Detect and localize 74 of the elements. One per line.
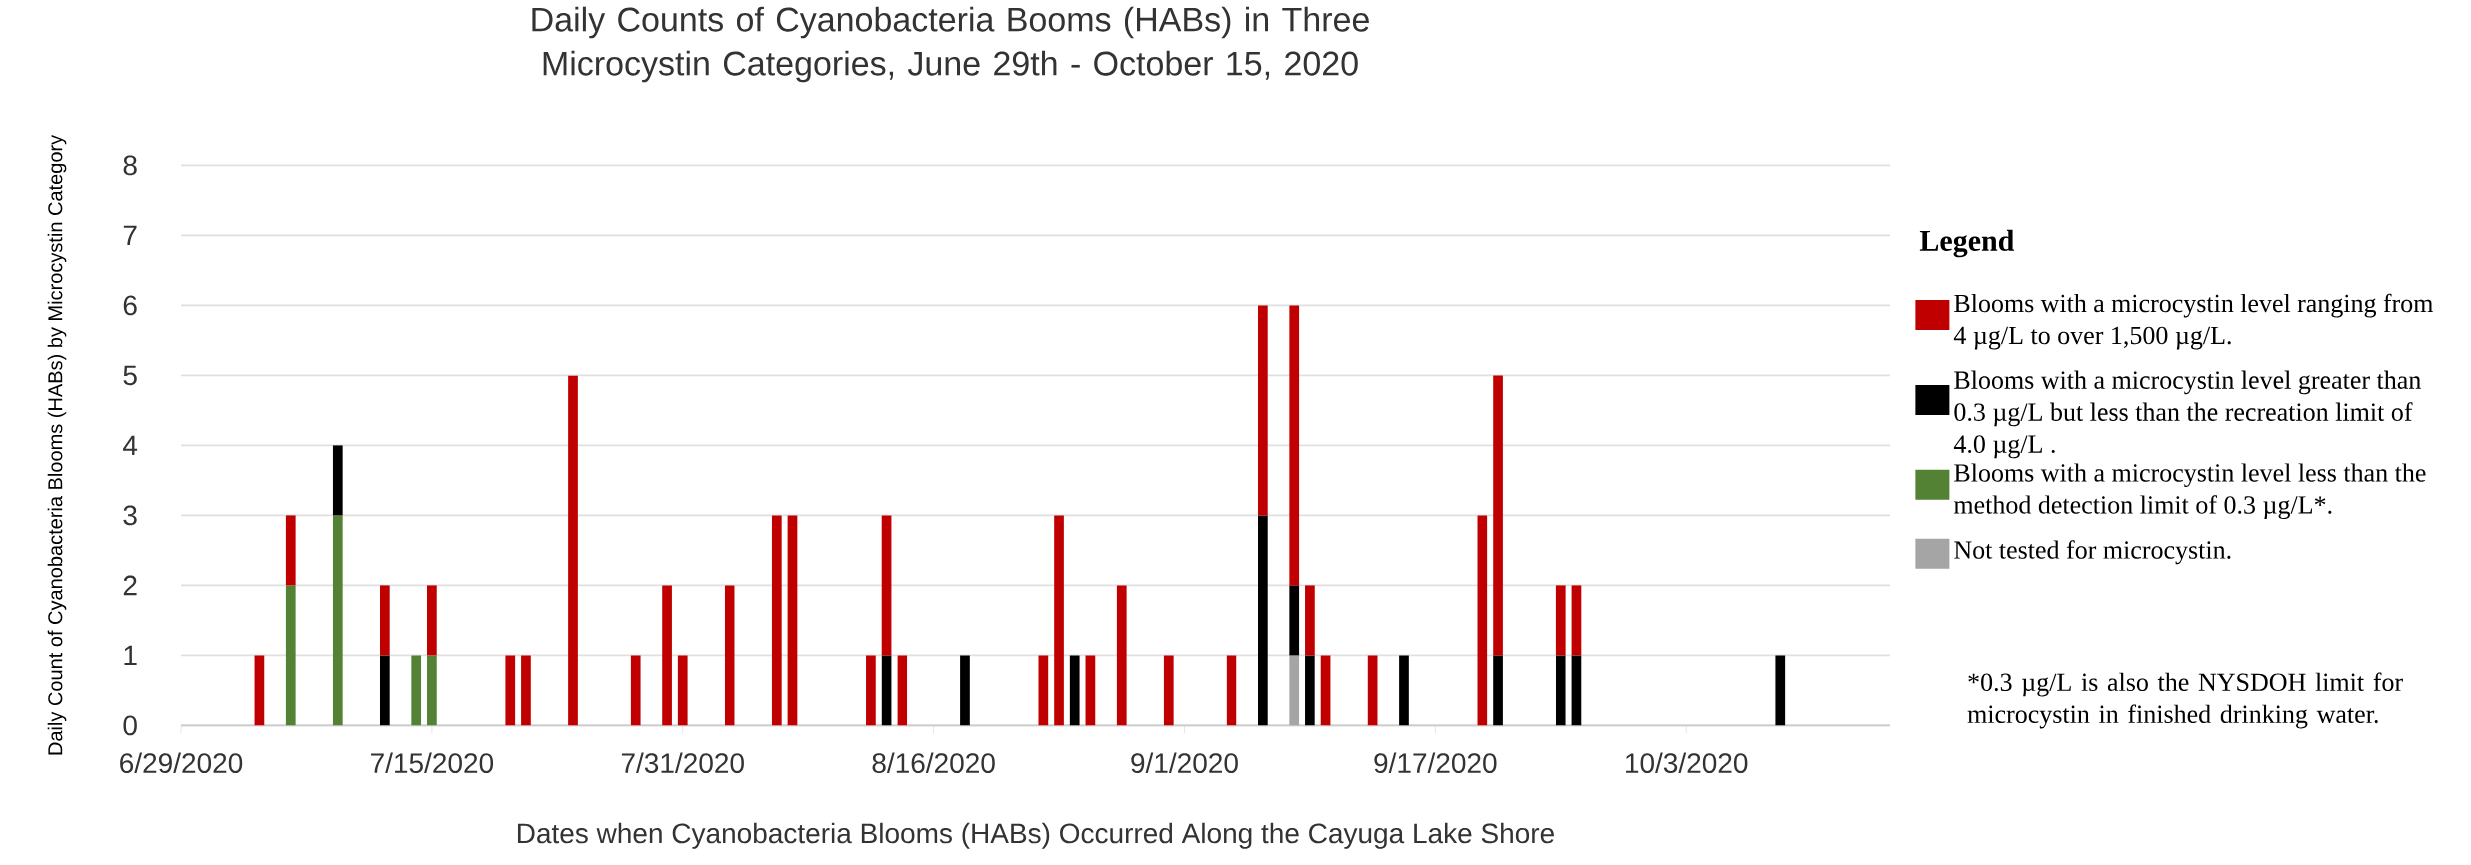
legend-title: Legend (1919, 229, 2015, 258)
bar (285, 585, 296, 726)
bar (1258, 515, 1268, 726)
bar (1289, 655, 1300, 726)
x-tick-label: 8/16/2020 (872, 752, 995, 773)
x-axis-title: Dates when Cyanobacteria Blooms (HABs) Occurred Along the Cayuga Lake Shore (517, 822, 1554, 849)
bar (254, 655, 265, 726)
bar (1289, 585, 1300, 656)
bar (505, 655, 516, 726)
y-tick-label: 0 (123, 715, 137, 736)
bar (521, 655, 531, 726)
bar (1069, 655, 1080, 726)
y-tick-label: 3 (123, 505, 137, 526)
bar (662, 585, 672, 726)
y-tick-label: 6 (123, 295, 137, 316)
bar (427, 585, 437, 656)
bar (960, 655, 970, 726)
x-tick-label: 10/3/2020 (1626, 752, 1748, 773)
bar (1305, 655, 1315, 726)
bar (1555, 585, 1566, 656)
bar (724, 585, 735, 726)
y-tick-label: 1 (124, 645, 137, 665)
bar (1493, 375, 1503, 656)
y-tick-label: 4 (123, 435, 138, 455)
x-tick-label: 6/29/2020 (120, 752, 243, 773)
bar (1320, 655, 1331, 726)
legend-label: Not tested for microcystin. (1954, 540, 2231, 564)
legend-label: Blooms with a microcystin level less than the method detection limit of 0.3 µg/L*. (1953, 463, 2426, 519)
bar (897, 655, 908, 726)
y-tick-label: 7 (123, 225, 137, 245)
bar (866, 655, 876, 726)
bar (1085, 655, 1096, 726)
bar (1493, 655, 1503, 726)
bar (1258, 305, 1268, 516)
text: *0.3 µg/L is also the NYSDOH limit for microcystin in finished drinking water. (1967, 672, 2403, 729)
x-tick-label: 7/15/2020 (371, 752, 494, 773)
x-tick-label: 9/17/2020 (1374, 752, 1497, 773)
bar (1163, 655, 1174, 726)
bar (427, 655, 437, 726)
legend-label: Blooms with a microcystin level ranging from 4 µg/L to over 1,500 µg/L. (1953, 293, 2434, 350)
bar (332, 445, 343, 516)
bar (630, 655, 641, 726)
bar (285, 515, 296, 586)
bar (568, 375, 578, 726)
bar (379, 585, 390, 656)
bar (1116, 585, 1127, 726)
bar (1305, 585, 1315, 656)
bar (1571, 585, 1582, 656)
y-tick-label: 5 (123, 365, 137, 385)
bar (332, 515, 343, 726)
bar (881, 515, 892, 656)
bar (677, 655, 688, 726)
chart-title: Daily Counts of Cyanobacteria Booms (HABs) in Three Microcystin Categories, June 29th - October 15, 2020 (532, 6, 1369, 83)
bar (881, 655, 892, 726)
legend-label: Blooms with a microcystin level greater than 0.3 µg/L but less than the recreation limit of 4.0 µg/L . (1953, 370, 2421, 459)
y-axis-title: Daily Count of Cyanobacteria Blooms (HABs) by Microcystin Category (47, 134, 67, 755)
y-tick-label: 2 (123, 575, 137, 595)
bar (1399, 655, 1409, 726)
bar (1226, 655, 1237, 726)
bar (771, 515, 782, 726)
y-tick-label: 8 (123, 155, 137, 176)
bar (1038, 655, 1049, 726)
bar (379, 655, 390, 726)
bar (1054, 515, 1064, 726)
bar (411, 655, 422, 726)
bar (787, 515, 798, 726)
x-tick-label: 7/31/2020 (621, 752, 744, 773)
x-tick-label: 9/1/2020 (1131, 752, 1238, 773)
bar (1571, 655, 1582, 726)
bar (1477, 515, 1488, 726)
bar (1367, 655, 1378, 726)
bar (1555, 655, 1566, 726)
bar (1775, 655, 1786, 726)
bar (1289, 305, 1300, 586)
